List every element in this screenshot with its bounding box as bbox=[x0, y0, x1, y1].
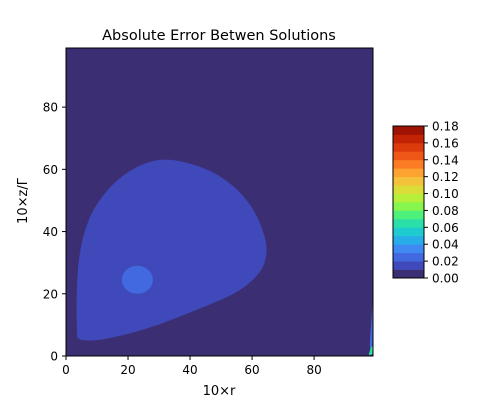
colorbar-swatch bbox=[393, 185, 424, 194]
colorbar-swatch bbox=[393, 252, 424, 262]
colorbar-swatch bbox=[393, 235, 424, 245]
contour-plot-area bbox=[65, 47, 374, 357]
contour-region-4 bbox=[368, 346, 373, 355]
x-tick-label: 80 bbox=[306, 363, 321, 377]
contour-regions bbox=[76, 159, 373, 355]
x-tick-label: 40 bbox=[182, 363, 197, 377]
y-axis-label: 10×z/Γ bbox=[16, 177, 31, 224]
contour-region-1 bbox=[76, 159, 267, 341]
colorbar-tick-label: 0.04 bbox=[432, 238, 459, 252]
y-tick-label: 20 bbox=[43, 287, 58, 301]
colorbar-tick-label: 0.00 bbox=[432, 272, 459, 286]
x-tick-label: 60 bbox=[244, 363, 259, 377]
colorbar-swatch bbox=[393, 202, 424, 211]
colorbar-tick-label: 0.12 bbox=[432, 170, 459, 184]
colorbar-swatch bbox=[393, 142, 424, 152]
colorbar-swatch bbox=[393, 218, 424, 228]
colorbar-tick-label: 0.14 bbox=[432, 153, 459, 167]
x-tick-label: 20 bbox=[120, 363, 135, 377]
y-tick-label: 80 bbox=[43, 101, 58, 115]
x-axis-label: 10×r bbox=[203, 384, 236, 399]
contour-region-2 bbox=[121, 265, 153, 294]
colorbar-tick-label: 0.06 bbox=[432, 221, 459, 235]
colorbar-swatch bbox=[393, 227, 424, 237]
y-axis: 0 20 40 60 80 bbox=[43, 101, 66, 364]
contour-region-3 bbox=[369, 296, 373, 350]
plot-frame bbox=[65, 47, 374, 357]
colorbar-tick-label: 0.18 bbox=[432, 120, 459, 134]
colorbar: 0.00 0.02 0.04 0.06 0.08 0.10 0.12 0.14 0.16 0.18 bbox=[392, 120, 459, 286]
x-tick-label: 0 bbox=[62, 363, 70, 377]
colorbar-swatch bbox=[393, 244, 424, 254]
colorbar-tick-label: 0.16 bbox=[432, 136, 459, 150]
chart-title: Absolute Error Betwen Solutions bbox=[102, 28, 336, 44]
y-tick-label: 40 bbox=[43, 225, 58, 239]
colorbar-swatch bbox=[393, 151, 424, 161]
colorbar-tick-label: 0.08 bbox=[432, 204, 459, 218]
y-tick-label: 60 bbox=[43, 163, 58, 177]
colorbar-swatch bbox=[393, 269, 424, 279]
colorbar-swatch bbox=[393, 176, 424, 186]
colorbar-tick-label: 0.10 bbox=[432, 187, 459, 201]
colorbar-swatch bbox=[393, 134, 424, 144]
colorbar-swatch bbox=[393, 126, 424, 135]
y-tick-label: 0 bbox=[50, 350, 58, 364]
colorbar-swatch bbox=[393, 168, 424, 178]
colorbar-frame bbox=[392, 125, 425, 279]
colorbar-swatch bbox=[393, 210, 424, 220]
colorbar-swatch bbox=[393, 261, 424, 270]
colorbar-swatch bbox=[393, 159, 424, 169]
colorbar-tick-label: 0.02 bbox=[432, 255, 459, 269]
x-axis: 0 20 40 60 80 bbox=[62, 356, 322, 377]
colorbar-swatch bbox=[393, 193, 424, 203]
